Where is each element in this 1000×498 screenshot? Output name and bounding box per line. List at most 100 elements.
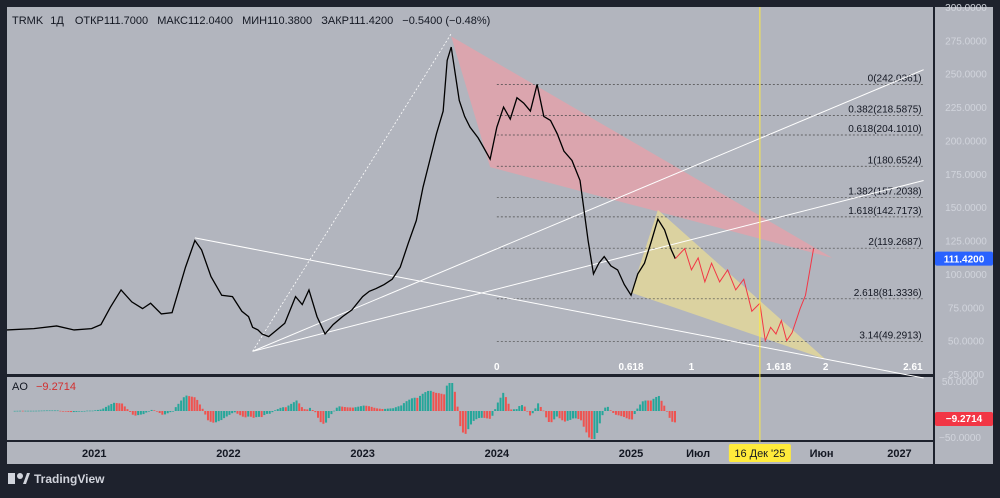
y-tick-label: 25.0000 <box>948 370 985 381</box>
ao-bar <box>518 406 521 411</box>
ao-bar <box>580 411 583 421</box>
tradingview-logo[interactable]: TradingView <box>8 472 105 486</box>
low-value: МИН110.3800 <box>242 15 312 27</box>
channel-zones <box>451 36 833 360</box>
ao-bar <box>588 411 591 438</box>
ao-value: −9.2714 <box>36 381 76 393</box>
x-tick-label: 2024 <box>485 448 510 460</box>
ao-bar <box>617 411 620 416</box>
ao-bar <box>292 402 295 411</box>
ao-bar <box>241 411 244 417</box>
ao-bar <box>531 411 534 414</box>
ao-bar <box>121 403 124 411</box>
y-tick-label: 300.0000 <box>945 3 987 14</box>
ao-bar <box>445 385 448 411</box>
ao-bar <box>333 410 336 412</box>
ao-bar <box>314 411 317 413</box>
ao-bar <box>24 410 27 412</box>
ao-bar <box>373 407 376 411</box>
ao-bar <box>370 406 373 411</box>
ao-pane[interactable] <box>7 377 933 440</box>
ao-bar <box>166 411 169 414</box>
ao-bar <box>276 409 279 411</box>
ao-bar <box>341 406 344 411</box>
ao-bar <box>598 411 601 424</box>
ao-bar <box>137 411 140 416</box>
ao-bar <box>335 407 338 411</box>
ao-bar <box>359 406 362 411</box>
ao-bar <box>53 410 56 412</box>
ao-bar <box>298 403 301 411</box>
ao-bar <box>102 408 105 411</box>
interval-label[interactable]: 1Д <box>50 15 64 27</box>
ao-bar <box>561 411 564 421</box>
ao-bar <box>338 406 341 411</box>
ao-bar <box>282 407 285 411</box>
ao-bar <box>185 395 188 411</box>
ao-bar <box>435 392 438 411</box>
ao-bar <box>188 396 191 411</box>
ao-bar <box>467 411 470 430</box>
ao-name[interactable]: AO <box>12 381 28 393</box>
ao-bar <box>410 398 413 411</box>
symbol-label[interactable]: TRMK <box>12 15 44 27</box>
ao-bar <box>491 411 494 416</box>
price-axis[interactable] <box>935 7 993 464</box>
ao-bar <box>515 409 518 411</box>
ao-bar <box>376 408 379 411</box>
trendline <box>252 69 924 352</box>
ao-bar <box>147 411 150 412</box>
ao-bar <box>547 411 550 422</box>
ao-bar <box>405 401 408 411</box>
ao-bar <box>330 411 333 415</box>
fib-level-label: 0.618(204.1010) <box>848 124 921 135</box>
ao-value-tag-bg <box>935 412 993 426</box>
ao-bar <box>198 404 201 411</box>
ao-axis: 50.0000 −50.0000 −9.2714 <box>935 377 993 444</box>
ao-bar <box>606 406 609 411</box>
ao-bar <box>43 410 46 412</box>
ao-bar <box>563 411 566 422</box>
ao-bar <box>480 411 483 418</box>
ao-bar <box>660 400 663 411</box>
ao-bar <box>150 409 153 411</box>
ao-bar <box>263 411 266 416</box>
ao-bar <box>472 411 475 421</box>
ao-bar <box>322 411 325 424</box>
ao-bar <box>287 405 290 411</box>
ao-bar <box>416 397 419 411</box>
ao-bar <box>51 410 54 412</box>
ao-bar <box>70 411 73 413</box>
ao-bar <box>274 410 277 411</box>
ao-bar <box>628 411 631 420</box>
fib-level-label: 1.382(157.2038) <box>848 187 921 198</box>
y-tick-label: 50.0000 <box>948 337 985 348</box>
ao-bar <box>512 409 515 411</box>
price-line <box>6 46 676 338</box>
ao-bar <box>496 402 499 411</box>
ao-bar <box>231 411 234 414</box>
ao-bar <box>453 391 456 411</box>
y-tick-label: 125.0000 <box>945 237 987 248</box>
time-axis[interactable] <box>7 442 933 464</box>
ao-bar <box>115 403 118 411</box>
ao-bar <box>64 411 67 412</box>
ao-bar <box>609 410 612 411</box>
ao-bar <box>641 401 644 411</box>
fib-level-label: 2.618(81.3336) <box>854 288 922 299</box>
ao-bar <box>604 407 607 411</box>
ao-bar <box>475 411 478 420</box>
fib-time-label: 1 <box>689 362 695 373</box>
ao-bar <box>80 411 83 412</box>
x-tick-label: 2027 <box>887 448 911 460</box>
price-series <box>6 46 815 343</box>
ao-bar <box>392 408 395 411</box>
projection-line <box>674 247 815 343</box>
ao-bar <box>362 405 365 411</box>
ao-bar <box>27 410 30 412</box>
ao-bar <box>303 409 306 411</box>
ao-bar <box>107 405 110 411</box>
ao-bar <box>75 411 78 412</box>
ao-bar <box>255 411 258 418</box>
ao-bar <box>201 408 204 411</box>
